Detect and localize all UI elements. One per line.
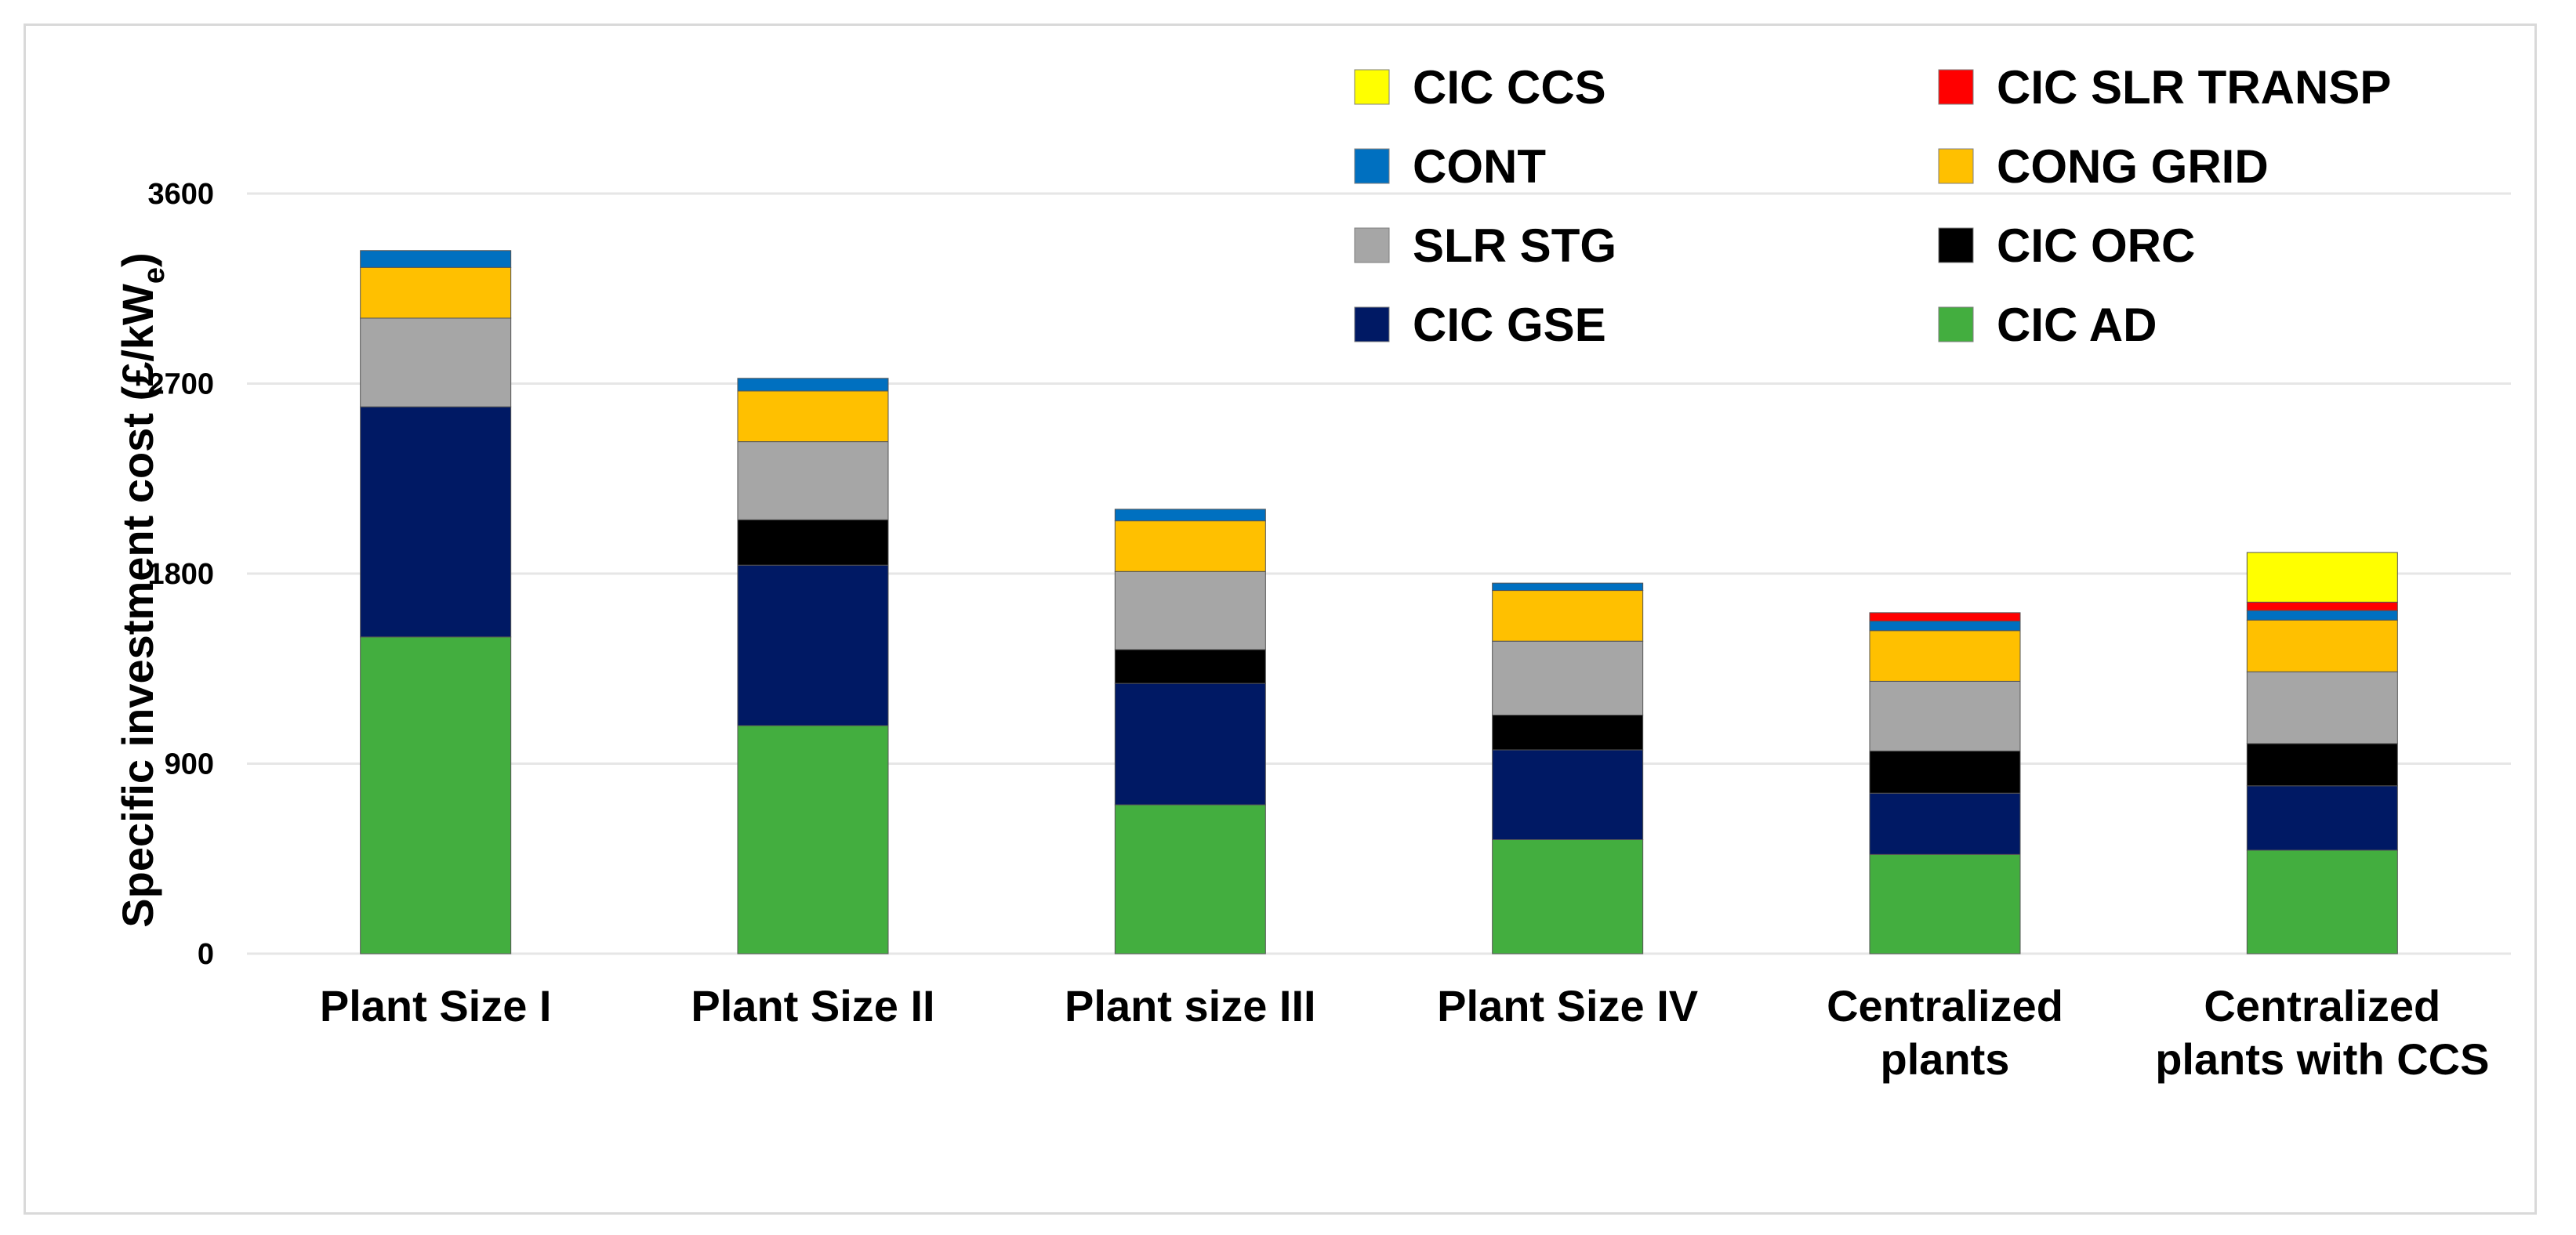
bar-segment bbox=[1869, 680, 2021, 752]
bar-segment bbox=[737, 564, 889, 726]
bar-segment bbox=[1869, 612, 2021, 622]
bar-segment bbox=[2246, 619, 2398, 672]
legend-swatch bbox=[1354, 69, 1390, 105]
chart-frame: 0 900 1800 2700 3600 Plant Size I Plant Size … bbox=[24, 24, 2537, 1215]
bar-segment bbox=[360, 250, 512, 268]
category-label: Plant Size I bbox=[320, 981, 552, 1030]
legend-label: SLR STG bbox=[1413, 219, 1616, 272]
legend-swatch bbox=[1938, 148, 1974, 184]
legend-label: CONT bbox=[1413, 140, 1546, 193]
category-label: Plant Size II bbox=[691, 981, 934, 1030]
bar-segment bbox=[1869, 853, 2021, 954]
bar-segment bbox=[737, 441, 889, 520]
y-tick-label: 0 bbox=[198, 938, 214, 971]
legend-label: CIC CCS bbox=[1413, 61, 1606, 114]
bar-segment bbox=[1114, 683, 1266, 806]
legend-label: CIC ORC bbox=[1997, 219, 2195, 272]
bar-segment bbox=[360, 406, 512, 638]
y-tick-label: 3600 bbox=[147, 178, 214, 211]
bar-segment bbox=[1114, 520, 1266, 572]
bar-segment bbox=[1114, 509, 1266, 522]
bar-segment bbox=[2246, 743, 2398, 787]
bar-segment bbox=[1114, 804, 1266, 954]
category-label: Centralized bbox=[1827, 981, 2063, 1030]
bar-segment bbox=[1492, 640, 1644, 716]
bar-segment bbox=[737, 725, 889, 954]
bar-segment bbox=[737, 519, 889, 566]
bar-segment bbox=[1869, 621, 2021, 632]
bar-segment bbox=[2246, 849, 2398, 954]
bar-segment bbox=[1492, 749, 1644, 840]
bar-segment bbox=[2246, 552, 2398, 603]
bar-segment bbox=[737, 378, 889, 392]
bar-segment bbox=[360, 266, 512, 319]
legend-swatch bbox=[1938, 69, 1974, 105]
y-axis-title: Specific investment cost (£/kWe) bbox=[113, 252, 171, 927]
bar-segment bbox=[2246, 785, 2398, 851]
category-label: plants bbox=[1881, 1034, 2010, 1084]
bar-segment bbox=[360, 317, 512, 407]
bar-segment bbox=[737, 390, 889, 443]
category-label: plants with CCS bbox=[2155, 1034, 2489, 1084]
bar-segment bbox=[2246, 610, 2398, 621]
bar-segment bbox=[1114, 570, 1266, 650]
bar-segment bbox=[1869, 630, 2021, 682]
bar-segment bbox=[2246, 601, 2398, 611]
legend-label: CIC GSE bbox=[1413, 299, 1606, 351]
legend-label: CIC AD bbox=[1997, 299, 2157, 351]
bars bbox=[360, 250, 2398, 954]
y-tick-labels: 0 900 1800 2700 3600 bbox=[147, 178, 214, 971]
legend: CIC CCS CIC SLR TRANSP CONT CONG GRID SLR ST… bbox=[1354, 61, 2391, 351]
legend-label: CONG GRID bbox=[1997, 140, 2269, 193]
bar-segment bbox=[1869, 750, 2021, 794]
gridlines bbox=[247, 192, 2511, 955]
legend-swatch bbox=[1354, 148, 1390, 184]
legend-label: CIC SLR TRANSP bbox=[1997, 61, 2391, 114]
bar-segment bbox=[1492, 839, 1644, 954]
bar-segment bbox=[1492, 715, 1644, 751]
legend-swatch bbox=[1938, 306, 1974, 342]
bar-segment bbox=[1869, 792, 2021, 855]
y-tick-label: 1800 bbox=[147, 558, 214, 591]
legend-swatch bbox=[1938, 227, 1974, 263]
category-label: Centralized bbox=[2204, 981, 2440, 1030]
category-labels: Plant Size I Plant Size II Plant size III P… bbox=[320, 981, 2490, 1084]
category-label: Plant size III bbox=[1065, 981, 1316, 1030]
bar-segment bbox=[1492, 590, 1644, 642]
bar-segment bbox=[2246, 671, 2398, 744]
category-label: Plant Size IV bbox=[1437, 981, 1698, 1030]
bar-segment bbox=[1114, 649, 1266, 684]
y-tick-label: 900 bbox=[165, 748, 214, 781]
y-tick-label: 2700 bbox=[147, 368, 214, 401]
legend-swatch bbox=[1354, 306, 1390, 342]
bar-segment bbox=[1492, 582, 1644, 592]
bar-segment bbox=[360, 636, 512, 954]
legend-swatch bbox=[1354, 227, 1390, 263]
